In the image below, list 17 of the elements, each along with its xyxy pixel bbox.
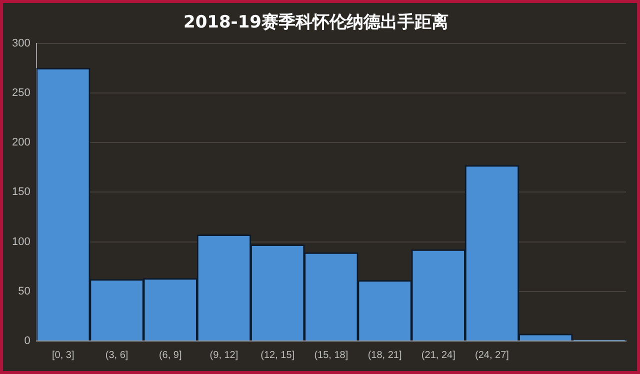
x-tick-label: (9, 12] — [210, 350, 238, 361]
x-tick-label: [0, 3] — [52, 350, 74, 361]
y-tick-label: 200 — [12, 136, 30, 149]
y-tick-label: 250 — [12, 87, 30, 100]
x-tick-label: (3, 6] — [105, 350, 128, 361]
x-tick-label: (21, 24] — [421, 350, 456, 361]
x-tick-label: (24, 27] — [475, 350, 510, 361]
y-tick-label: 50 — [18, 285, 30, 298]
chart-title: 2018-19赛季科怀伦纳德出手距离 — [183, 12, 449, 33]
x-tick-label: (18, 21] — [368, 350, 402, 361]
y-tick-label: 100 — [12, 236, 30, 248]
x-tick-label: (15, 18] — [314, 350, 348, 361]
y-tick-label: 300 — [12, 37, 30, 50]
x-tick-label: (6, 9] — [158, 350, 182, 361]
y-tick-label: 150 — [12, 186, 30, 198]
x-tick-label: (12, 15] — [260, 350, 295, 361]
y-tick-label: 0 — [24, 335, 30, 348]
